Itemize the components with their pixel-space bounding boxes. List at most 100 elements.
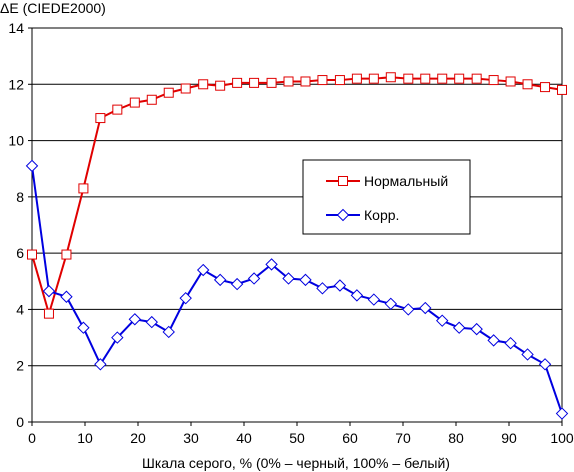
legend-marker-1 [336,208,350,222]
data-point-1-0 [25,159,39,173]
y-tick-labels: 0 2 4 6 8 10 12 14 [8,20,24,430]
series-1 [25,159,569,420]
data-point-0-3 [78,183,89,194]
y-tick-label-4: 8 [16,189,24,205]
data-point-1-13 [247,272,261,285]
y-axis-label: ΔE (CIEDE2000) [0,0,106,16]
x-tick-label-1: 10 [77,430,93,446]
data-point-1-10 [196,263,210,277]
data-point-0-13 [249,77,260,88]
data-point-1-30 [538,358,552,371]
data-point-0-9 [180,83,191,94]
y-tick-label-0: 0 [16,414,24,430]
data-point-0-23 [420,73,431,84]
legend-label-0: Нормальный [364,173,448,189]
y-tick-label-6: 12 [8,76,24,92]
data-point-1-20 [367,293,381,306]
x-tick-label-0: 0 [28,430,36,446]
data-point-0-29 [522,79,533,90]
data-point-1-14 [265,258,278,271]
data-point-0-31 [557,84,567,95]
gridlines [32,27,562,423]
axes [28,27,563,426]
data-point-1-8 [162,325,175,339]
data-point-0-28 [505,76,516,87]
y-tick-label-7: 14 [8,20,24,36]
data-point-0-0 [27,249,37,260]
x-axis-label: Шкала серого, % (0% – черный, 100% – бел… [142,455,450,471]
legend-box [302,159,471,235]
data-point-1-9 [179,291,192,305]
data-point-0-12 [232,77,243,88]
data-point-0-18 [334,75,345,86]
data-point-0-24 [437,73,448,84]
data-point-1-26 [470,322,483,336]
data-point-1-28 [504,336,517,350]
data-point-0-10 [198,79,209,90]
legend-marker-0 [338,176,348,186]
data-point-0-17 [317,75,328,86]
legend-item-0: Нормальный [326,173,448,189]
data-point-1-24 [436,314,449,327]
data-point-0-19 [351,73,362,84]
data-point-0-21 [385,72,396,83]
x-tick-label-7: 70 [395,430,411,446]
data-point-0-25 [454,73,465,84]
data-point-0-22 [403,73,414,84]
data-point-1-25 [452,321,466,334]
data-point-1-16 [299,273,312,287]
data-point-0-30 [540,82,551,93]
data-point-0-4 [95,113,106,124]
x-tick-label-3: 30 [183,430,199,446]
data-point-1-3 [77,321,90,334]
data-point-1-4 [94,358,107,371]
data-point-0-5 [112,104,123,115]
x-tick-label-6: 60 [342,430,358,446]
data-point-0-2 [61,249,72,260]
data-point-1-11 [213,273,227,287]
data-point-1-6 [128,313,142,326]
data-point-1-1 [42,284,56,298]
data-point-1-12 [230,277,244,291]
x-tick-label-5: 50 [289,430,305,446]
data-point-0-8 [163,87,174,98]
y-tick-label-2: 4 [16,301,24,317]
data-point-1-7 [145,315,158,329]
data-point-1-19 [350,289,364,302]
x-tick-label-10: 100 [550,430,574,446]
y-tick-label-3: 6 [16,245,24,261]
data-point-1-23 [419,301,432,315]
legend-item-1: Корр. [326,207,399,223]
data-point-1-17 [316,282,329,295]
y-tick-label-1: 2 [16,358,24,374]
data-point-0-20 [368,73,379,84]
data-point-1-27 [487,334,500,347]
data-point-0-27 [488,75,499,86]
data-point-0-6 [129,97,140,108]
data-point-1-5 [111,331,124,344]
data-point-0-14 [266,77,277,88]
data-point-1-2 [60,290,73,303]
legend: Нормальный Корр. [302,159,471,235]
x-tick-label-2: 20 [130,430,146,446]
data-point-0-7 [146,94,157,105]
data-point-1-31 [555,407,569,420]
series-0 [27,72,567,319]
data-point-1-15 [282,272,295,285]
x-tick-label-9: 90 [501,430,517,446]
series-line-1 [31,165,563,414]
x-tick-label-8: 80 [448,430,464,446]
data-point-0-16 [300,76,311,87]
data-point-0-15 [283,76,294,87]
data-point-0-26 [471,73,482,84]
data-point-1-22 [402,303,415,316]
y-tick-label-5: 10 [8,133,24,149]
x-tick-labels: 0 10 20 30 40 50 60 70 80 90 100 [28,430,574,446]
x-tick-label-4: 40 [236,430,252,446]
data-point-0-1 [43,308,54,319]
data-point-1-21 [384,297,398,311]
series-layer [25,72,569,420]
data-point-0-11 [215,80,226,91]
data-point-1-29 [521,348,534,361]
